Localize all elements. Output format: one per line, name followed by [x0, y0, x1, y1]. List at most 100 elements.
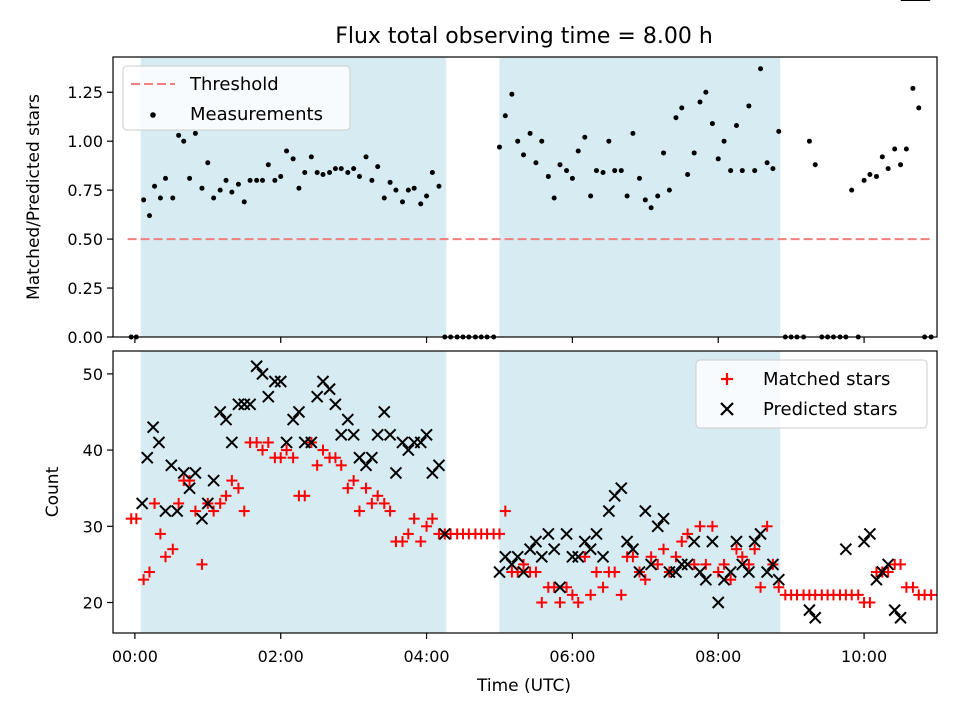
predicted-star-point	[535, 550, 548, 563]
measurement-point	[739, 168, 745, 174]
predicted-legend-marker	[720, 402, 734, 416]
matched-legend-marker	[721, 373, 733, 385]
predicted-star-point	[633, 565, 646, 579]
matched-star-point	[402, 528, 414, 540]
y-tick-label: 40	[83, 441, 103, 460]
predicted-star-point	[347, 428, 360, 442]
measurement-point	[545, 173, 551, 179]
bottom-legend: Matched stars Predicted stars	[695, 359, 928, 429]
measurement-point	[879, 154, 885, 160]
predicted-star-point	[135, 497, 149, 510]
matched-star-point	[299, 490, 311, 502]
y-tick-label: 1.00	[67, 132, 103, 151]
measurement-point	[758, 66, 764, 72]
predicted-star-point	[578, 535, 592, 548]
matched-star-point	[396, 536, 408, 548]
matched-star-point	[652, 558, 664, 570]
matched-star-point	[226, 475, 238, 487]
predicted-star-point	[146, 421, 160, 434]
measurement-point	[752, 168, 758, 174]
measurement-point	[217, 187, 223, 193]
matched-star-point	[173, 497, 185, 509]
chart-title: Flux total observing time = 8.00 h	[335, 24, 713, 49]
matched-star-point	[864, 597, 876, 609]
matched-star-point	[130, 513, 142, 525]
observing-window-shade	[140, 351, 447, 633]
measurement-point	[673, 115, 679, 121]
measurement-point	[265, 162, 271, 168]
predicted-star-point	[207, 474, 220, 487]
measurement-point	[661, 150, 667, 156]
predicted-star-point	[620, 535, 634, 548]
y-tick-label: 0.00	[67, 328, 103, 347]
measurement-point	[223, 177, 229, 183]
measurement-point	[418, 201, 424, 207]
predicted-star-point	[493, 565, 506, 579]
matched-star-point	[597, 581, 609, 593]
measurement-point	[867, 171, 873, 177]
predicted-star-point	[511, 550, 524, 563]
matched-star-point	[256, 444, 268, 456]
measurement-point	[582, 134, 588, 140]
measurement-point	[655, 193, 661, 199]
matched-star-point	[408, 513, 420, 525]
matched-star-point	[566, 589, 578, 601]
measurement-point	[327, 170, 333, 176]
measurement-point	[205, 160, 211, 166]
matched-star-point	[670, 551, 682, 563]
matched-star-point	[706, 520, 718, 532]
predicted-star-point	[141, 451, 154, 464]
measurement-point	[728, 168, 734, 174]
measurement-point	[812, 162, 818, 168]
matched-star-point	[761, 520, 773, 532]
matched-star-point	[536, 597, 548, 609]
predicted-star-point	[772, 573, 785, 586]
matched-star-point	[627, 551, 639, 563]
measurement-point	[176, 132, 182, 138]
predicted-star-point	[706, 535, 719, 548]
measurement-point	[199, 185, 205, 191]
predicted-star-point	[378, 405, 391, 419]
matched-star-point	[609, 566, 621, 578]
measurement-point	[515, 138, 521, 144]
y-tick-label: 0.25	[67, 279, 103, 298]
measurement-point	[892, 146, 898, 152]
predicted-star-point	[402, 443, 415, 457]
predicted-star-point	[310, 390, 324, 403]
predicted-star-point	[857, 535, 871, 548]
threshold-legend-label: Threshold	[189, 74, 279, 95]
measurement-point	[369, 177, 375, 183]
predicted-star-point	[189, 466, 202, 480]
matched-star-point	[384, 505, 396, 517]
predicted-star-point	[809, 611, 822, 624]
matched-star-point	[342, 482, 354, 494]
matched-star-point	[615, 589, 627, 601]
matched-star-point	[694, 520, 706, 532]
y-tick-label: 20	[83, 594, 103, 613]
predicted-star-point	[201, 497, 215, 510]
predicted-star-point	[590, 527, 603, 541]
measurement-point	[296, 185, 302, 191]
predicted-star-point	[250, 360, 263, 373]
matched-star-point	[658, 543, 670, 555]
measurement-point	[679, 105, 685, 111]
matched-star-point	[718, 558, 730, 570]
predicted-star-point	[396, 436, 409, 449]
matched-star-point	[530, 566, 542, 578]
matched-star-point	[415, 536, 427, 548]
measurement-point	[539, 138, 545, 144]
matched-star-point	[149, 497, 161, 509]
measurement-point	[187, 175, 193, 181]
measurement-point	[916, 105, 922, 111]
matched-star-point	[882, 566, 894, 578]
predicted-star-point	[159, 504, 172, 518]
measurement-point	[551, 195, 557, 201]
predicted-star-point	[657, 512, 670, 525]
predicted-star-point	[280, 436, 293, 449]
y-tick-label: 50	[83, 365, 103, 384]
predicted-star-point	[238, 398, 251, 411]
predicted-star-point	[286, 413, 300, 426]
measurement-point	[630, 130, 636, 136]
measurement-point	[776, 128, 782, 134]
measurement-point	[612, 168, 618, 174]
